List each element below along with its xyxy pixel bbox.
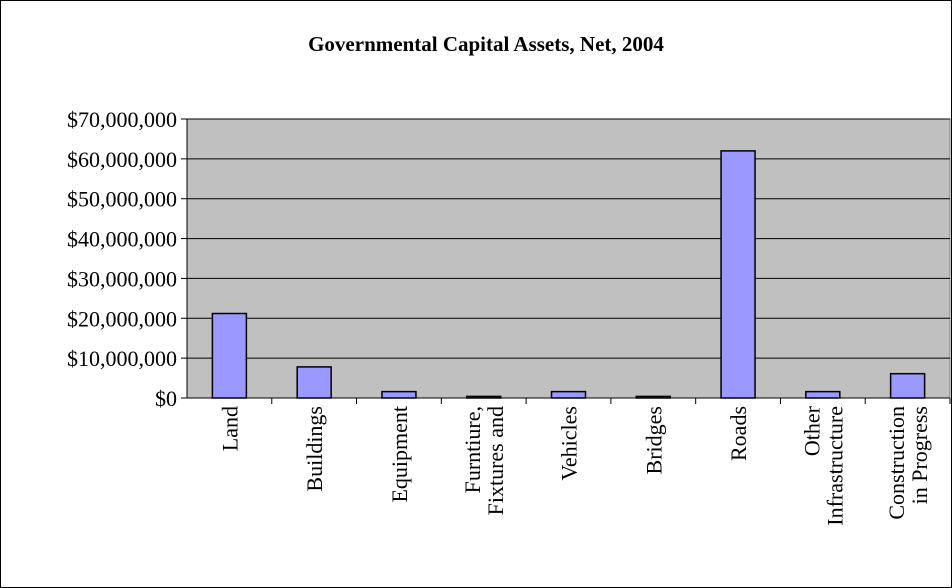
y-tick-label: $0 (155, 386, 177, 411)
x-tick-label: Infrastructure (822, 406, 847, 526)
y-tick-label: $70,000,000 (67, 107, 177, 132)
plot-area (186, 118, 951, 399)
x-tick-label: in Progress (907, 406, 932, 504)
x-tick-label: Equipment (387, 406, 412, 503)
y-tick-label: $60,000,000 (67, 147, 177, 172)
x-tick-label: Land (217, 406, 242, 451)
bar (550, 390, 587, 399)
x-tick-label: Vehicles (557, 406, 582, 481)
x-tick-label: Fixtures and (483, 406, 508, 515)
bar (720, 150, 756, 399)
bar (889, 372, 926, 399)
bar (211, 312, 248, 399)
x-tick-label: Bridges (641, 406, 666, 474)
x-tick-label: Buildings (302, 406, 327, 492)
x-tick-label: Roads (726, 406, 751, 461)
bar (381, 390, 417, 399)
bar (805, 390, 841, 399)
y-tick-label: $30,000,000 (67, 266, 177, 291)
y-tick-label: $50,000,000 (67, 187, 177, 212)
bar (635, 395, 672, 399)
y-tick-label: $10,000,000 (67, 346, 177, 371)
bar (296, 366, 332, 399)
bar (465, 395, 502, 399)
y-tick-label: $20,000,000 (67, 306, 177, 331)
x-tick-label: Furntiure, (460, 406, 485, 493)
x-tick-label: Construction (884, 406, 909, 520)
y-tick-label: $40,000,000 (67, 227, 177, 252)
x-tick-label: Other (799, 405, 824, 456)
chart-title: Governmental Capital Assets, Net, 2004 (308, 32, 664, 56)
